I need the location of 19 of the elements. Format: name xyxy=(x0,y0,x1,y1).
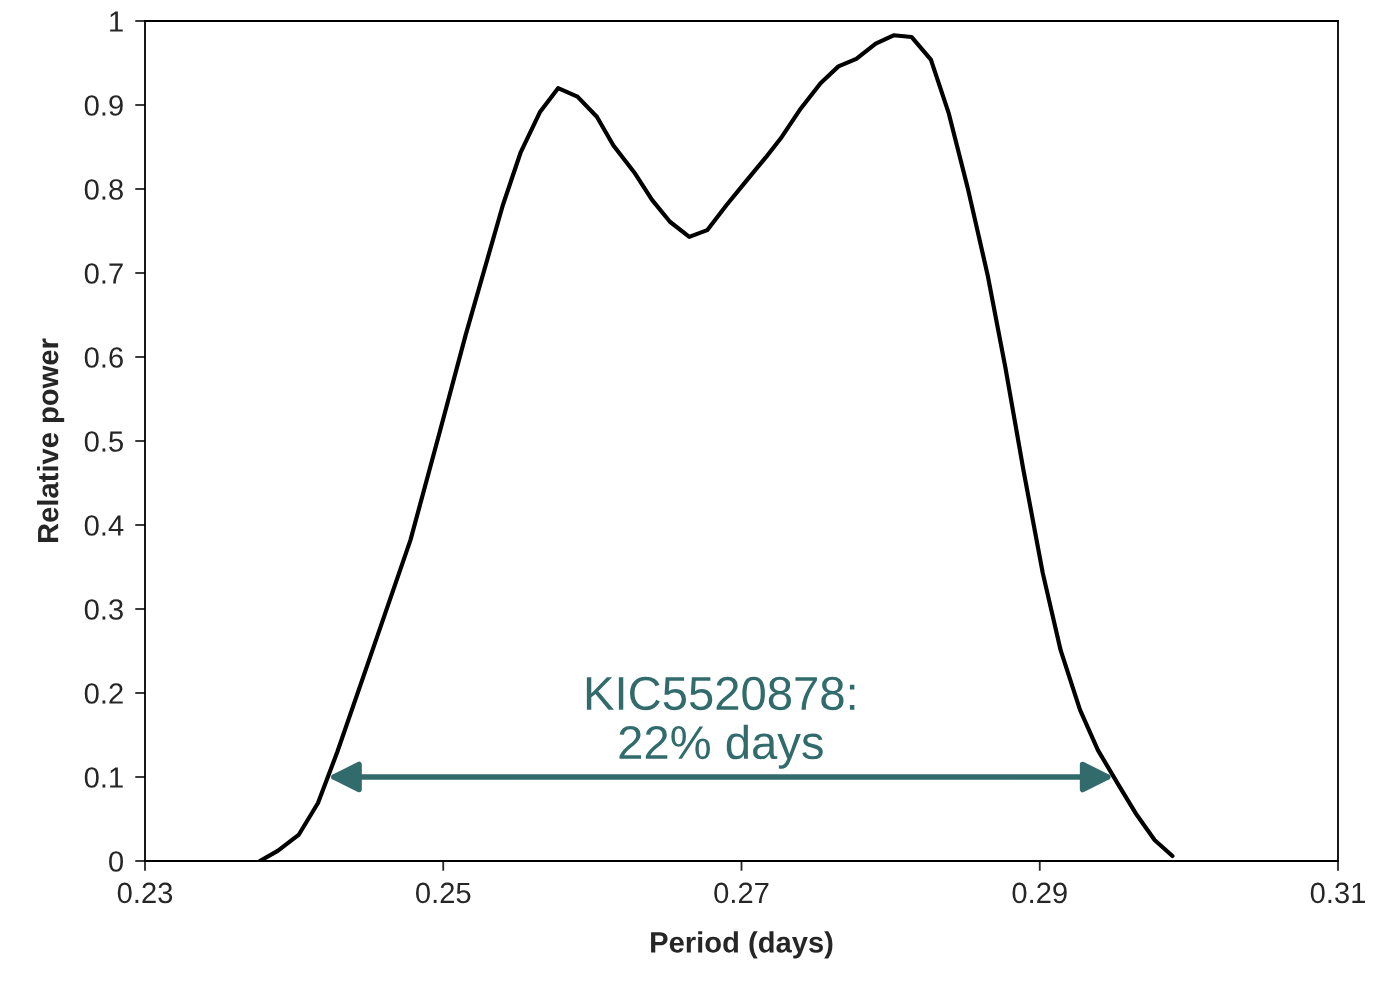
x-tick-label: 0.23 xyxy=(117,882,173,904)
y-tick-label: 1 xyxy=(110,11,123,32)
y-tick-label: 0.4 xyxy=(84,515,124,536)
y-tick-label: 0.3 xyxy=(84,599,123,620)
y-tick-label: 0.5 xyxy=(84,431,123,452)
y-tick-label: 0.6 xyxy=(84,347,123,368)
annotation: KIC5520878: 22% days xyxy=(586,676,855,769)
x-tick-label: 0.25 xyxy=(416,882,471,904)
y-tick-label: 0.9 xyxy=(84,95,123,116)
y-tick-label: 0.1 xyxy=(84,767,123,788)
y-tick-label: 0.7 xyxy=(84,263,123,284)
x-axis-title: Period (days) xyxy=(651,931,833,959)
x-tick-label: 0.27 xyxy=(714,882,769,904)
y-tick-label: 0.8 xyxy=(84,179,123,200)
y-tick-label: 0 xyxy=(109,851,124,872)
y-axis-title: Relative power xyxy=(36,338,65,542)
x-tick-label: 0.31 xyxy=(1310,882,1365,904)
x-tick-label: 0.29 xyxy=(1012,882,1067,904)
y-tick-label: 0.2 xyxy=(84,683,123,704)
